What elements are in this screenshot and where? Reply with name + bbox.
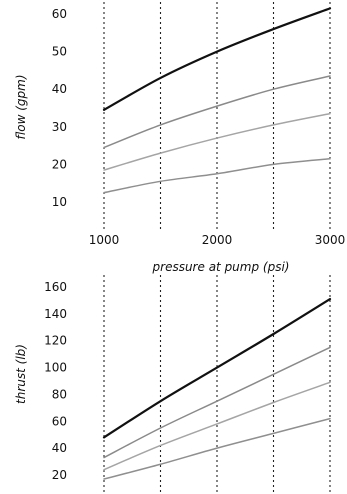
flow-series-line-2	[103, 75, 331, 149]
thrust-series-line-1	[102, 297, 332, 439]
thrust-y-tick-label: 40	[52, 441, 67, 455]
flow-series-line-1	[102, 7, 332, 111]
thrust-y-tick-label: 100	[44, 361, 67, 375]
flow-x-tick-label: 3000	[315, 233, 346, 247]
flow-x-tick-label: 2000	[202, 233, 233, 247]
thrust-series-line-2	[103, 346, 331, 459]
thrust-axis-label: thrust (lb)	[14, 344, 28, 404]
thrust-y-tick-label: 60	[52, 414, 67, 428]
thrust-y-tick-label: 120	[44, 334, 67, 348]
flow-series-line-4	[103, 158, 331, 194]
flow-y-tick-label: 10	[52, 195, 67, 209]
flow-series-line-3	[103, 112, 331, 171]
thrust-series-line-3	[103, 381, 331, 471]
flow-y-tick-label: 40	[52, 82, 67, 96]
flow-y-tick-label: 60	[52, 7, 67, 21]
pressure-axis-label: pressure at pump (psi)	[152, 260, 290, 274]
thrust-chart: 20 40 60 80 100 120 140 160 thrust (lb)	[14, 275, 332, 494]
thrust-y-tick-label: 140	[44, 307, 67, 321]
flow-y-tick-label: 20	[52, 157, 67, 171]
flow-axis-label: flow (gpm)	[14, 74, 28, 139]
thrust-y-tick-label: 160	[44, 280, 67, 294]
thrust-series-line-4	[103, 417, 331, 480]
flow-x-tick-label: 1000	[89, 233, 120, 247]
flow-chart: 10 20 30 40 50 60 1000 2000 3000 flow (gpm) pre…	[14, 2, 345, 274]
flow-y-tick-label: 30	[52, 120, 67, 134]
flow-y-tick-label: 50	[52, 45, 67, 59]
thrust-y-tick-label: 80	[52, 387, 67, 401]
thrust-y-tick-label: 20	[52, 468, 67, 482]
